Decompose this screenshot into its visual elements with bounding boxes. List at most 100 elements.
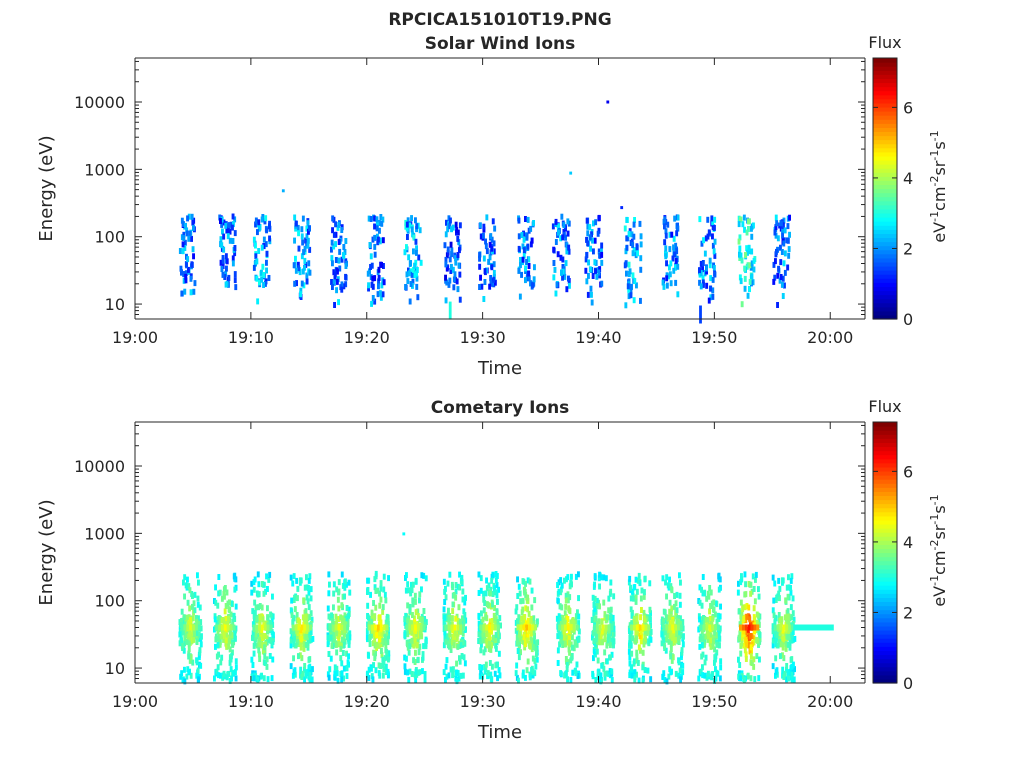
heatmap-cell [564, 592, 568, 599]
heatmap-cell [634, 576, 638, 583]
colorbar-swatch [873, 151, 897, 157]
heatmap-cell [698, 599, 702, 606]
heatmap-cell [524, 674, 527, 681]
heatmap-cell [219, 236, 223, 243]
heatmap-cell [405, 244, 408, 251]
heatmap-cell [455, 660, 458, 667]
colorbar-swatch [873, 78, 897, 84]
heatmap-cell [339, 655, 343, 662]
heatmap-cell [701, 574, 705, 580]
heatmap-cell [700, 602, 704, 609]
heatmap-cell [595, 620, 599, 627]
y-tick-label: 10 [105, 659, 125, 678]
heatmap-cell [187, 213, 191, 220]
heatmap-cell [639, 241, 643, 248]
heatmap-cell [442, 669, 446, 676]
heatmap-cell [673, 215, 677, 222]
heatmap-cell [381, 656, 385, 663]
heatmap-cell [405, 655, 408, 662]
heatmap-cell [387, 633, 390, 640]
heatmap-cell [452, 592, 456, 598]
heatmap-cell [183, 678, 187, 685]
heatmap-cell [633, 624, 636, 631]
heatmap-cell [587, 272, 590, 279]
heatmap-cell [458, 271, 462, 278]
heatmap-burst [551, 213, 571, 297]
heatmap-cell [327, 651, 331, 657]
heatmap-cell [708, 624, 712, 631]
x-axis-label: Time [477, 722, 522, 743]
heatmap-cell [748, 278, 752, 285]
heatmap-cell [301, 268, 305, 275]
heatmap-cell [291, 621, 295, 628]
heatmap-cell [456, 643, 460, 650]
heatmap-cell [595, 648, 599, 655]
heatmap-cell [333, 275, 337, 282]
heatmap-cell [490, 628, 493, 635]
heatmap-cell [297, 630, 301, 637]
heatmap-burst [590, 571, 616, 685]
heatmap-cell [772, 612, 776, 619]
heatmap-cell [668, 608, 672, 615]
heatmap-cell [586, 223, 590, 230]
heatmap-cell [219, 218, 222, 224]
heatmap-cell [750, 233, 754, 240]
heatmap-cell [748, 616, 752, 623]
heatmap-cell [710, 600, 714, 607]
heatmap-cell [708, 608, 711, 615]
heatmap-cell [300, 233, 304, 240]
heatmap-cell [326, 605, 330, 612]
heatmap-cell [713, 216, 717, 223]
heatmap-cell [563, 577, 566, 584]
heatmap-cell [415, 267, 419, 273]
heatmap-burst [178, 213, 197, 297]
heatmap-cell [708, 615, 712, 622]
heatmap-cell [479, 274, 482, 281]
heatmap-cell [303, 264, 306, 271]
heatmap-cell [562, 231, 566, 238]
heatmap-cell [489, 675, 493, 682]
heatmap-cell [709, 285, 712, 292]
heatmap-cell [370, 619, 373, 626]
heatmap-cell [533, 657, 537, 664]
heatmap-cell [786, 593, 790, 600]
heatmap-cell [303, 584, 307, 591]
heatmap-cell [481, 633, 485, 640]
heatmap-cell [342, 665, 346, 672]
heatmap-cell [494, 631, 498, 638]
heatmap-cell [229, 656, 233, 663]
heatmap-cell [446, 226, 450, 233]
heatmap-cell [482, 596, 486, 603]
heatmap-cell [585, 251, 589, 258]
heatmap-cell [744, 651, 748, 658]
heatmap-cell [781, 275, 785, 282]
heatmap-cell [369, 216, 373, 222]
heatmap-cell [566, 574, 570, 581]
heatmap-cell [442, 578, 446, 585]
heatmap-cell [781, 636, 785, 643]
heatmap-cell [218, 624, 221, 631]
heatmap-cell [774, 641, 778, 647]
colorbar-swatch [873, 605, 897, 611]
heatmap-cell [444, 261, 448, 268]
heatmap-cell [225, 226, 229, 233]
heatmap-cell [704, 654, 708, 661]
heatmap-cell [698, 267, 701, 274]
heatmap-cell [379, 663, 382, 669]
heatmap-cell [667, 673, 671, 680]
heatmap-cell [572, 624, 576, 631]
heatmap-cell [742, 628, 746, 635]
heatmap-cell [752, 266, 756, 273]
heatmap-cell [488, 283, 492, 290]
heatmap-cell [187, 641, 191, 648]
heatmap-cell [480, 610, 483, 617]
heatmap-cell [600, 259, 604, 266]
heatmap-cell [564, 670, 568, 677]
heatmap-cell [712, 248, 716, 255]
heatmap-cell [752, 257, 756, 264]
heatmap-cell [777, 612, 781, 618]
colorbar-swatch [873, 143, 897, 149]
heatmap-cell [379, 294, 383, 301]
heatmap-cell [488, 660, 492, 666]
heatmap-cell [480, 664, 483, 671]
